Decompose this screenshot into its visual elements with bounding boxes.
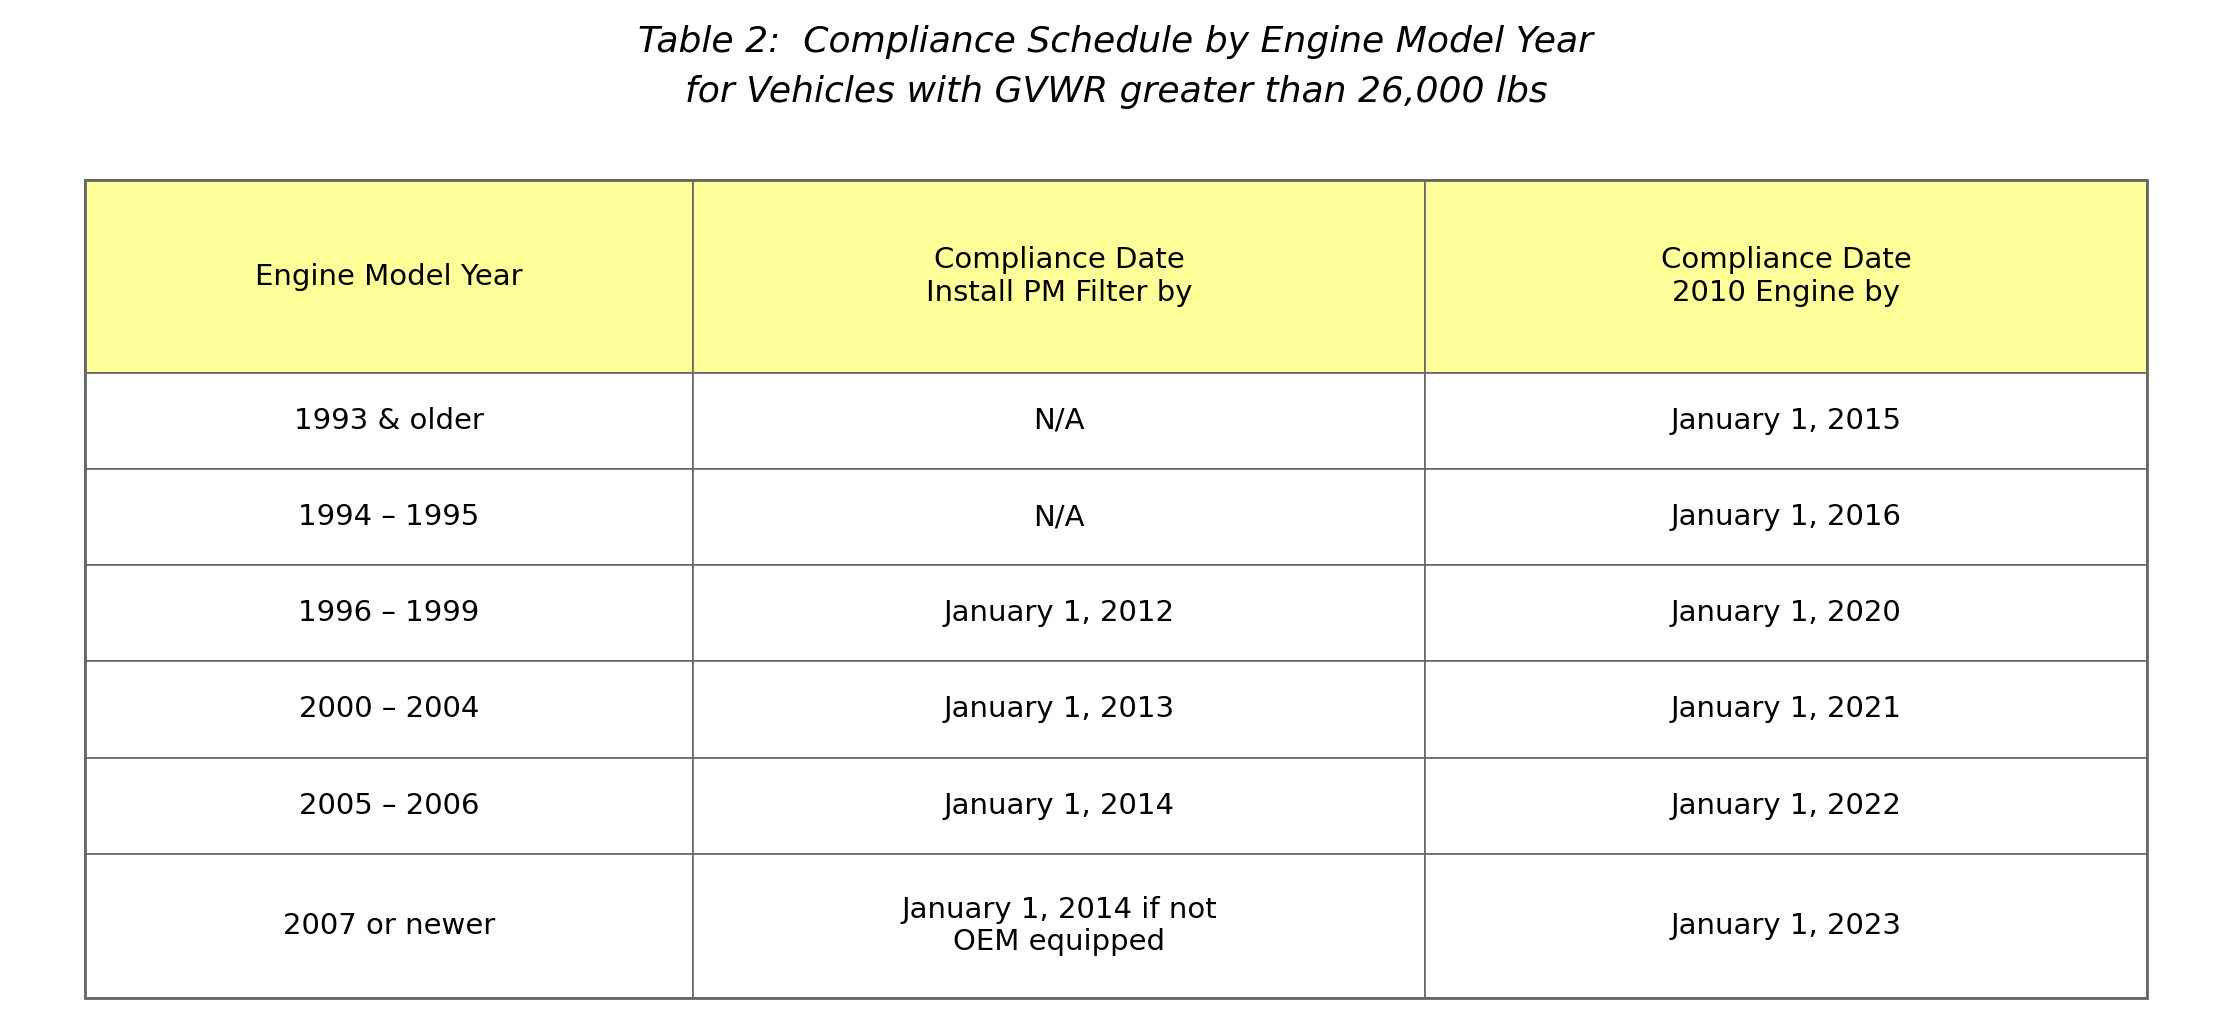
Bar — [1426, 469, 2147, 565]
Bar — [85, 565, 694, 661]
Bar — [85, 180, 2147, 998]
Text: January 1, 2012: January 1, 2012 — [944, 599, 1174, 627]
Text: Engine Model Year: Engine Model Year — [254, 263, 522, 291]
Text: 1993 & older: 1993 & older — [295, 407, 484, 435]
Text: 2000 – 2004: 2000 – 2004 — [299, 696, 480, 724]
Text: January 1, 2015: January 1, 2015 — [1672, 407, 1902, 435]
Text: Compliance Date
Install PM Filter by: Compliance Date Install PM Filter by — [926, 246, 1192, 307]
Text: January 1, 2022: January 1, 2022 — [1672, 792, 1902, 820]
Bar — [1426, 180, 2147, 373]
Bar — [694, 758, 1426, 854]
Bar — [1426, 373, 2147, 469]
Bar — [694, 373, 1426, 469]
Text: January 1, 2021: January 1, 2021 — [1672, 696, 1902, 724]
Bar — [1426, 758, 2147, 854]
Bar — [1426, 565, 2147, 661]
Text: January 1, 2014 if not
OEM equipped: January 1, 2014 if not OEM equipped — [902, 896, 1216, 956]
Bar — [1426, 661, 2147, 758]
Bar — [85, 854, 694, 998]
Text: Compliance Date
2010 Engine by: Compliance Date 2010 Engine by — [1661, 246, 1911, 307]
Bar — [694, 565, 1426, 661]
Bar — [694, 469, 1426, 565]
Bar — [694, 180, 1426, 373]
Bar — [85, 180, 694, 373]
Text: January 1, 2014: January 1, 2014 — [944, 792, 1174, 820]
Text: Table 2:  Compliance Schedule by Engine Model Year
for Vehicles with GVWR greate: Table 2: Compliance Schedule by Engine M… — [638, 25, 1594, 109]
Bar — [1426, 854, 2147, 998]
Bar — [85, 758, 694, 854]
Text: January 1, 2013: January 1, 2013 — [944, 696, 1174, 724]
Text: January 1, 2020: January 1, 2020 — [1672, 599, 1902, 627]
Text: 1996 – 1999: 1996 – 1999 — [299, 599, 480, 627]
Bar — [85, 373, 694, 469]
Bar — [694, 854, 1426, 998]
Text: January 1, 2023: January 1, 2023 — [1672, 911, 1902, 940]
Bar — [85, 469, 694, 565]
Bar — [694, 661, 1426, 758]
Bar — [85, 661, 694, 758]
Text: 1994 – 1995: 1994 – 1995 — [299, 503, 480, 531]
Text: January 1, 2016: January 1, 2016 — [1672, 503, 1902, 531]
Text: 2007 or newer: 2007 or newer — [283, 911, 496, 940]
Text: 2005 – 2006: 2005 – 2006 — [299, 792, 480, 820]
Text: N/A: N/A — [1033, 503, 1085, 531]
Text: N/A: N/A — [1033, 407, 1085, 435]
